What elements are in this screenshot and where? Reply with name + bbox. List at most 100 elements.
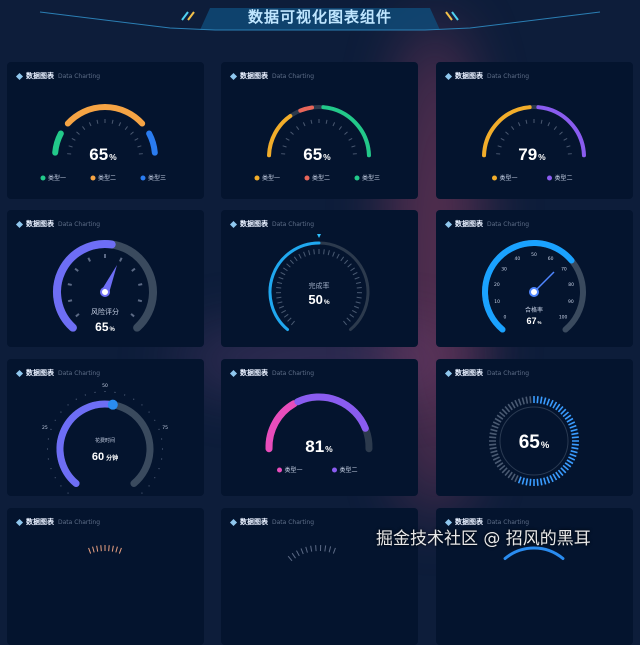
ring-tick xyxy=(541,478,542,485)
ring-tick xyxy=(530,396,531,403)
gauge-tick xyxy=(61,412,62,413)
segment-type-1 xyxy=(55,134,61,153)
ring-tick xyxy=(500,412,505,416)
ring-tick xyxy=(505,470,509,475)
legend-item[interactable]: 类型三 xyxy=(141,174,167,182)
gauge-tick xyxy=(559,132,562,135)
legend-dot xyxy=(332,468,337,473)
ring-tick xyxy=(515,400,518,406)
gauge-tick xyxy=(89,122,91,126)
legend-label: 类型二 xyxy=(555,174,573,182)
gauge-tick xyxy=(97,120,98,124)
gauge-tick xyxy=(135,138,138,140)
gauge-tick xyxy=(314,249,315,254)
legend-dot xyxy=(255,176,260,181)
gauge-tick xyxy=(149,486,150,487)
ring-tick xyxy=(553,402,557,408)
ring-tick xyxy=(571,433,578,434)
ring-tick xyxy=(508,404,512,410)
gauge-value: 67% xyxy=(526,316,541,326)
gauge-tick xyxy=(288,556,292,561)
gauge-tick xyxy=(344,260,347,264)
progress-handle[interactable] xyxy=(108,400,118,410)
gauge-tick xyxy=(355,277,360,279)
gauge-chart xyxy=(7,508,204,645)
value-unit: % xyxy=(541,440,550,451)
legend-label: 类型二 xyxy=(340,466,358,474)
gauge-tick xyxy=(329,546,330,552)
scale-label: 25 xyxy=(42,425,48,431)
gauge-tick xyxy=(506,132,509,135)
legend-item[interactable]: 类型一 xyxy=(277,466,303,474)
gauge-tick xyxy=(339,126,341,129)
legend-item[interactable]: 类型一 xyxy=(41,174,67,182)
ring-tick xyxy=(561,468,566,473)
legend-label: 类型三 xyxy=(148,174,166,182)
ring-tick xyxy=(519,477,521,484)
gauge-tick xyxy=(61,486,62,487)
gauge-tick xyxy=(296,126,298,129)
gauge-value: 65% xyxy=(303,145,331,164)
gauge-tick xyxy=(97,546,98,552)
gauge-tick xyxy=(277,282,282,283)
value-number: 50 xyxy=(308,292,322,307)
segment-type-3 xyxy=(323,107,369,155)
gauge-tick xyxy=(356,302,361,303)
legend-label: 类型三 xyxy=(362,174,380,182)
gauge-tick xyxy=(541,120,542,124)
legend-item[interactable]: 类型二 xyxy=(305,174,331,182)
gauge-tick xyxy=(69,146,73,147)
legend-item[interactable]: 类型二 xyxy=(91,174,117,182)
gauge-tick xyxy=(279,277,284,279)
gauge-label: 完成率 xyxy=(309,281,330,290)
legend-item[interactable]: 类型二 xyxy=(547,174,573,182)
legend-label: 类型一 xyxy=(48,174,66,182)
ring-tick xyxy=(572,437,579,438)
scale-label: 10 xyxy=(494,299,500,305)
gauge-chart: 79% 类型一 类型二 xyxy=(436,62,633,199)
legend-item[interactable]: 类型三 xyxy=(355,174,381,182)
legend-dot xyxy=(547,176,552,181)
gauge-tick xyxy=(357,297,362,298)
scale-label: 70 xyxy=(561,267,567,273)
scale-label: 20 xyxy=(494,282,500,288)
gauge-tick xyxy=(347,318,351,321)
gauge-tick xyxy=(75,269,78,271)
ring-tick xyxy=(553,474,557,480)
segment-type-2 xyxy=(298,397,365,428)
gauge-tick xyxy=(276,297,281,298)
value-number: 65 xyxy=(89,145,108,164)
gauge-tick xyxy=(291,132,294,135)
legend-dot xyxy=(91,176,96,181)
gauge-tick xyxy=(356,282,361,283)
gauge-tick xyxy=(276,288,281,289)
scale-label: 75 xyxy=(162,425,168,431)
gauge-tick xyxy=(125,126,127,129)
gauge-label: 合格率 xyxy=(525,306,543,314)
gauge-tick xyxy=(154,478,155,479)
legend-item[interactable]: 类型一 xyxy=(255,174,281,182)
ring-tick xyxy=(495,419,501,423)
ring-tick xyxy=(522,398,524,405)
ring-tick xyxy=(490,448,497,449)
legend-item[interactable]: 类型二 xyxy=(332,466,358,474)
value-number: 60 xyxy=(92,451,104,463)
gauge-tick xyxy=(112,120,113,124)
gauge-value: 65% xyxy=(519,432,550,453)
ring-tick xyxy=(500,465,505,469)
gauge-tick xyxy=(120,258,122,262)
header-banner: 数据可视化图表组件 xyxy=(0,0,640,40)
gauge-value: 79% xyxy=(518,145,546,164)
legend-item[interactable]: 类型一 xyxy=(492,174,518,182)
gauge-tick xyxy=(286,138,289,140)
gauge-tick xyxy=(351,268,355,271)
legend-dot xyxy=(141,176,146,181)
scale-label: 90 xyxy=(568,299,574,305)
ring-tick xyxy=(570,426,577,428)
